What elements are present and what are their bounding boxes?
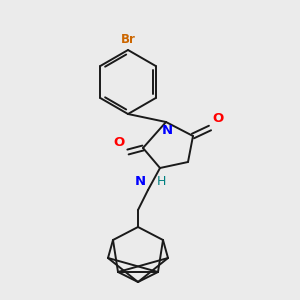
Text: H: H xyxy=(157,175,166,188)
Text: O: O xyxy=(212,112,223,125)
Text: O: O xyxy=(114,136,125,149)
Text: N: N xyxy=(161,124,172,137)
Text: Br: Br xyxy=(121,33,135,46)
Text: N: N xyxy=(135,175,146,188)
